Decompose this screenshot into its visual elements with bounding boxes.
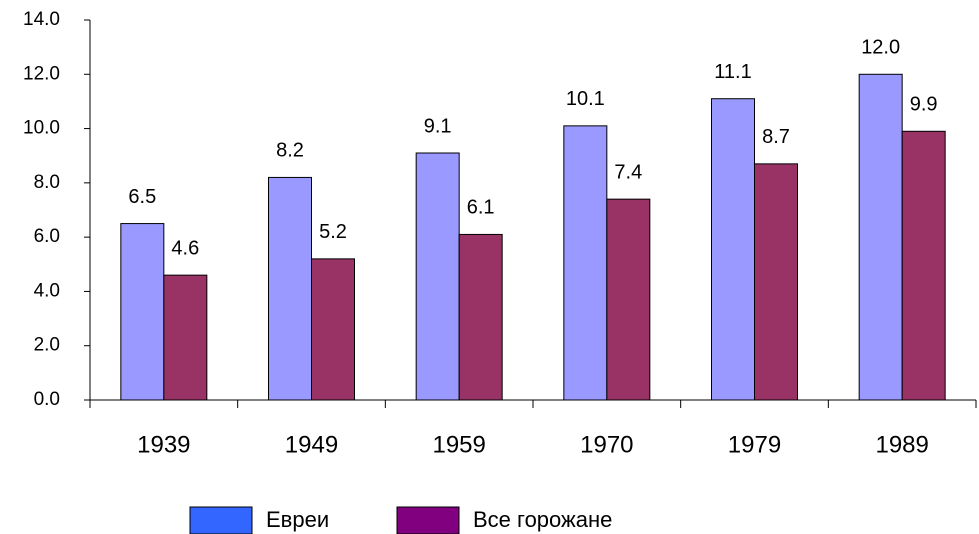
x-tick-label: 1970 [580, 431, 633, 458]
bar [754, 163, 798, 401]
y-tick-label: 8.0 [34, 172, 60, 193]
y-tick-label: 4.0 [34, 280, 60, 301]
bar [311, 258, 355, 401]
x-tick-label: 1949 [285, 431, 338, 458]
y-tick-label: 14.0 [23, 9, 60, 30]
y-tick-label: 6.0 [34, 226, 60, 247]
value-label: 4.6 [171, 237, 199, 259]
value-label: 10.1 [566, 88, 605, 110]
x-tick-label: 1979 [728, 431, 781, 458]
x-tick-label: 1939 [137, 431, 190, 458]
value-label: 9.9 [910, 94, 938, 116]
bar [901, 130, 946, 401]
x-tick-label: 1989 [875, 431, 928, 458]
y-tick-label: 0.0 [34, 389, 60, 410]
y-tick-label: 12.0 [23, 63, 60, 84]
bar [268, 176, 312, 401]
y-tick-label: 2.0 [34, 335, 60, 356]
value-label: 6.5 [128, 186, 156, 208]
bar [163, 274, 208, 401]
x-tick-label: 1959 [432, 431, 485, 458]
value-label: 5.2 [319, 221, 347, 243]
bar [563, 125, 608, 401]
legend-swatch [396, 506, 460, 534]
y-tick-label: 10.0 [23, 118, 60, 139]
bar [120, 223, 165, 401]
bar [858, 73, 903, 401]
value-label: 9.1 [424, 115, 452, 137]
legend-label: Все горожане [473, 507, 612, 532]
legend-label: Евреи [266, 507, 329, 532]
bar [458, 233, 503, 401]
bar [606, 198, 651, 401]
value-label: 6.1 [467, 197, 495, 219]
value-label: 12.0 [861, 37, 900, 59]
legend-swatch [189, 506, 253, 534]
value-label: 11.1 [714, 61, 751, 83]
value-label: 7.4 [614, 161, 642, 183]
value-label: 8.2 [276, 140, 304, 162]
bar [415, 152, 460, 401]
bar [711, 98, 755, 401]
value-label: 8.7 [762, 126, 790, 148]
